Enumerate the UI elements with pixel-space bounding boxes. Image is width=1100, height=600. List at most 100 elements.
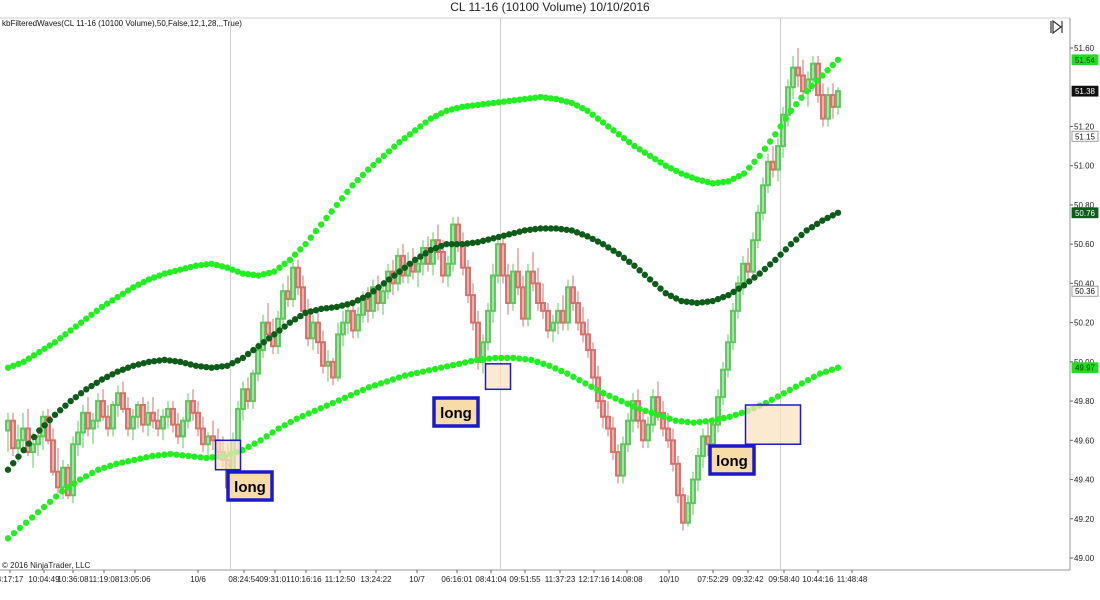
upper-band-dot — [30, 352, 38, 359]
lower-band-dot — [714, 416, 721, 423]
lower-band-dot — [22, 519, 30, 526]
middle-band-dot — [166, 357, 174, 364]
middle-band-dot — [777, 251, 784, 258]
upper-band-dot — [375, 157, 382, 164]
upper-band-dot — [46, 342, 53, 349]
bar-body — [365, 298, 371, 312]
down-bar — [590, 342, 596, 386]
panel-collapse-icon[interactable] — [1050, 19, 1063, 35]
upper-band-dot — [156, 272, 163, 279]
up-bar — [135, 401, 141, 429]
x-tick-label: 10/7 — [409, 575, 425, 584]
upper-band-dot — [119, 290, 127, 298]
bar-body — [680, 494, 686, 524]
upper-band-dot — [667, 165, 675, 172]
middle-band-dot — [62, 402, 69, 409]
upper-band-dot — [182, 265, 189, 272]
middle-band-dot — [625, 258, 633, 266]
upper-band — [4, 56, 842, 371]
upper-band-dot — [255, 272, 262, 279]
up-bar — [145, 401, 151, 437]
price-bars[interactable] — [5, 48, 841, 531]
down-bar — [105, 405, 111, 437]
bar-body — [705, 435, 711, 446]
upper-band-dot — [417, 123, 424, 130]
bar-body — [710, 423, 716, 446]
y-tick-label: 50.80 — [1074, 201, 1095, 210]
upper-band-dot — [244, 271, 252, 278]
middle-band-dot — [239, 354, 247, 362]
lower-band-dot — [191, 453, 198, 460]
down-bar — [770, 146, 776, 178]
upper-band-dot — [641, 149, 649, 156]
middle-band-dot — [798, 231, 805, 239]
middle-band-dot — [422, 250, 429, 257]
upper-band-dot — [704, 178, 711, 186]
lower-band-dot — [281, 422, 288, 429]
up-bar — [20, 412, 26, 451]
down-bar — [640, 408, 646, 449]
bar-body — [335, 333, 341, 379]
bar-body — [240, 388, 246, 410]
long-signal-box — [708, 444, 756, 476]
bar-body — [100, 400, 106, 418]
middle-band-dot — [114, 368, 121, 375]
up-bar — [250, 369, 256, 409]
upper-band-dot — [458, 103, 466, 111]
up-bar — [625, 412, 631, 453]
lower-band-dot — [323, 402, 330, 409]
up-bar — [765, 153, 771, 194]
lower-band-dot — [540, 360, 547, 368]
bar-body — [440, 251, 446, 277]
middle-band-dot — [829, 212, 836, 219]
up-bar — [240, 381, 246, 421]
upper-band-dot — [323, 214, 330, 222]
x-tick-label: 14:08:08 — [611, 575, 643, 584]
bar-body — [165, 407, 171, 418]
lower-band-dot — [167, 450, 174, 458]
middle-band-dot — [511, 229, 518, 237]
x-tick-label: 08:24:54 — [228, 575, 260, 584]
lower-band-dot — [149, 452, 156, 460]
x-tick-label: 10:44:16 — [802, 575, 834, 584]
up-bar — [445, 255, 451, 288]
middle-band-dot — [171, 357, 179, 365]
lower-band-dot — [155, 452, 162, 459]
up-bar — [550, 314, 556, 343]
lower-band-dot — [70, 480, 78, 487]
bar-body — [720, 368, 726, 399]
lower-band-dot — [510, 354, 517, 362]
bar-body — [715, 396, 721, 426]
upper-band-dot — [98, 303, 106, 311]
middle-band-dot — [443, 240, 450, 248]
middle-band-dot — [67, 397, 74, 405]
middle-band-dot — [93, 379, 100, 386]
bar-body — [785, 86, 791, 116]
up-bar — [690, 471, 696, 515]
lower-band-dot — [419, 368, 427, 375]
middle-band-dot — [594, 238, 602, 245]
up-bar — [260, 314, 266, 358]
middle-band-dot — [224, 362, 231, 369]
middle-band-dot — [615, 250, 622, 258]
middle-band-dot — [834, 209, 842, 216]
middle-band-dot — [364, 291, 372, 299]
upper-band-dot — [177, 266, 184, 273]
price-tag-label: 50.76 — [1075, 209, 1096, 218]
middle-band-dot — [652, 280, 659, 288]
middle-band-dot — [740, 282, 748, 289]
bar-body — [765, 160, 771, 187]
down-bar — [195, 401, 201, 437]
down-bar — [580, 306, 586, 343]
middle-band-dot — [187, 361, 194, 368]
middle-band-dot — [145, 358, 153, 366]
middle-band-dot — [344, 301, 351, 308]
lower-band-dot — [89, 469, 96, 477]
middle-band-dot — [610, 247, 617, 254]
upper-band-dot — [67, 327, 74, 334]
lower-band-dot — [131, 456, 138, 464]
upper-band-dot — [500, 98, 508, 105]
lower-band-dot — [161, 451, 168, 458]
bar-body — [380, 290, 386, 305]
